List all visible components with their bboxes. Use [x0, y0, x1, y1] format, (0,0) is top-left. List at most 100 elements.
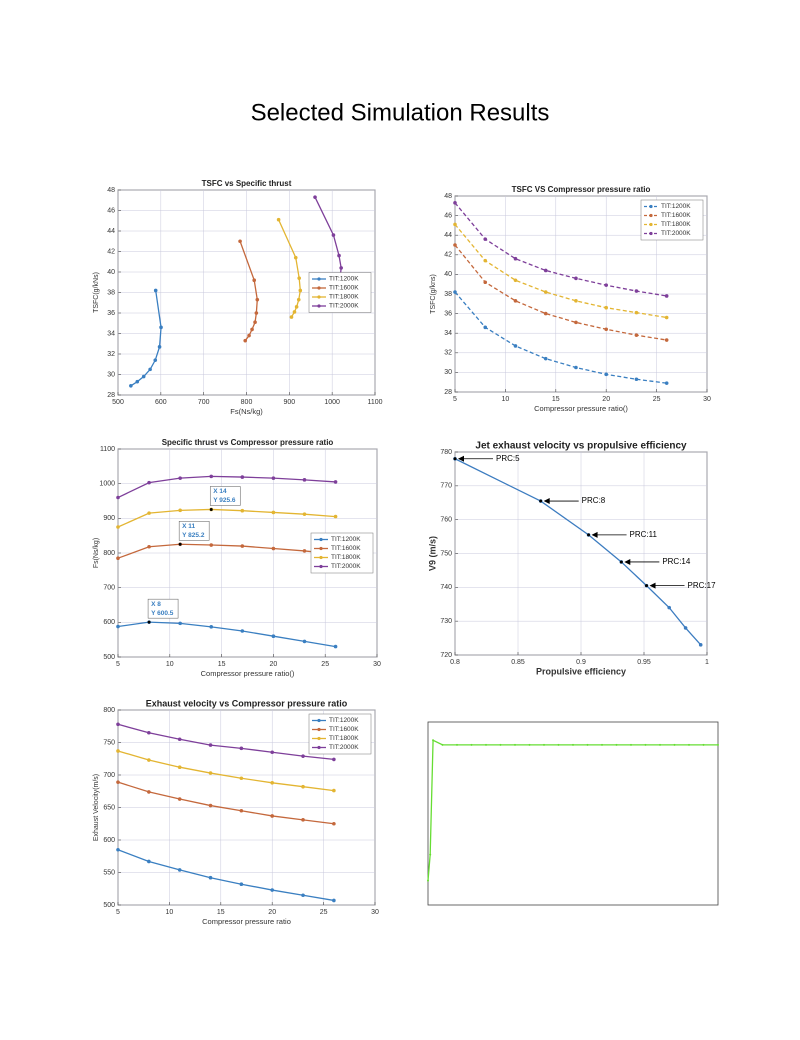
data-point — [177, 737, 182, 742]
data-point — [659, 743, 661, 746]
datatip-point — [209, 507, 213, 511]
data-point — [129, 383, 133, 388]
data-point — [270, 781, 275, 785]
data-point — [116, 525, 120, 529]
data-point — [601, 743, 603, 746]
x-tick-label: 1 — [705, 659, 709, 666]
data-point — [297, 276, 301, 280]
data-point — [586, 743, 589, 746]
x-tick-label: 0.8 — [450, 659, 460, 666]
data-point — [209, 543, 214, 547]
datatip-text: Y 600.5 — [151, 610, 174, 617]
y-tick-label: 38 — [444, 291, 452, 298]
legend-marker — [649, 231, 653, 236]
data-point — [604, 372, 608, 377]
series-line — [117, 508, 336, 528]
datatip-text: X 11 — [182, 523, 195, 530]
data-point — [239, 776, 244, 781]
plot-area — [427, 721, 719, 906]
data-point — [250, 327, 254, 332]
data-point — [429, 853, 432, 856]
chart: 500 600 700 800 900 1000 1100 5 10 15 20 25 30 Specif… — [93, 438, 381, 678]
data-point — [634, 333, 639, 337]
data-point — [683, 626, 688, 630]
x-tick-label: 600 — [155, 399, 167, 406]
x-tick-label: 25 — [321, 661, 329, 668]
data-point — [664, 315, 669, 320]
y-tick-label: 42 — [444, 252, 452, 259]
data-point — [153, 288, 158, 293]
data-point — [178, 621, 182, 626]
x-tick-label: 15 — [552, 396, 560, 403]
series-line — [117, 543, 336, 559]
legend-marker — [317, 304, 321, 308]
data-point — [177, 868, 182, 872]
arrow-text: PRC:14 — [662, 557, 691, 566]
data-point — [483, 280, 488, 285]
data-point — [543, 290, 548, 294]
legend-marker — [317, 736, 321, 741]
legend-label: TIT:2000K — [331, 563, 361, 570]
data-point — [557, 743, 560, 746]
data-point — [294, 305, 299, 309]
x-axis-label: Fs(Ns/kg) — [230, 407, 263, 416]
y-tick-label: 32 — [107, 351, 115, 358]
x-tick-label: 20 — [602, 396, 610, 403]
data-point — [208, 771, 213, 775]
data-point — [331, 233, 336, 237]
y-tick-label: 30 — [444, 369, 452, 376]
data-point — [483, 325, 488, 330]
x-tick-label: 0.85 — [511, 659, 525, 666]
chart-title: Exhaust velocity vs Compressor pressure … — [146, 698, 348, 708]
data-point — [453, 222, 457, 227]
series-line — [454, 291, 667, 384]
data-point — [178, 476, 182, 480]
x-tick-label: 0.95 — [637, 659, 651, 666]
data-point — [453, 201, 457, 205]
series-line — [117, 781, 334, 825]
legend-label: TIT:1600K — [661, 212, 691, 219]
data-point — [644, 743, 647, 746]
legend-marker — [319, 555, 323, 560]
y-tick-label: 750 — [440, 550, 452, 557]
y-tick-label: 730 — [440, 618, 452, 625]
legend-marker — [317, 745, 321, 750]
data-point — [116, 847, 120, 852]
chart-title: Jet exhaust velocity vs propulsive effic… — [475, 441, 687, 452]
data-point — [441, 743, 444, 746]
legend-label: TIT:1600K — [329, 285, 359, 292]
data-point — [634, 310, 639, 315]
series-line — [454, 244, 667, 341]
data-point — [116, 495, 120, 500]
legend-label: TIT:1800K — [329, 735, 359, 742]
data-point — [470, 743, 473, 746]
data-point — [332, 788, 336, 793]
data-point — [485, 743, 487, 746]
y-tick-label: 500 — [103, 654, 115, 661]
chart: 500 550 600 650 700 750 800 5 10 15 20 25 30 Exhaust … — [93, 698, 379, 926]
y-tick-label: 600 — [103, 837, 115, 844]
x-tick-label: 10 — [502, 396, 510, 403]
y-axis-label: TSFC(g/kns) — [430, 274, 437, 314]
y-tick-label: 48 — [107, 187, 115, 194]
legend-label: TIT:1800K — [661, 221, 691, 228]
data-point — [630, 743, 632, 746]
data-point — [270, 814, 275, 818]
data-point — [239, 882, 244, 886]
arrow-head — [624, 558, 631, 565]
data-point — [147, 480, 151, 485]
data-point — [313, 195, 317, 199]
x-tick-label: 25 — [320, 909, 328, 916]
x-tick-label: 1100 — [367, 399, 382, 406]
data-point — [147, 730, 151, 735]
x-tick-label: 900 — [283, 399, 295, 406]
data-point — [301, 893, 305, 898]
x-tick-label: 25 — [653, 396, 661, 403]
data-point — [574, 276, 578, 281]
data-point — [141, 374, 146, 379]
y-tick-label: 46 — [444, 212, 452, 219]
data-point — [116, 722, 120, 727]
data-point — [253, 320, 257, 325]
legend-label: TIT:2000K — [329, 303, 359, 310]
